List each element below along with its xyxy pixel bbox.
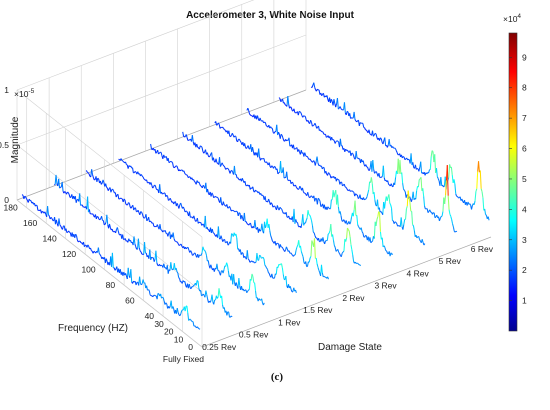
spectrum-trace: [21, 194, 201, 330]
damage-state-tick-label: 0.25 Rev: [202, 342, 237, 352]
colorbar-tick-label: 5: [522, 174, 527, 184]
damage-state-tick-label: 3 Rev: [374, 281, 397, 291]
frequency-tick-label: 40: [145, 311, 155, 321]
spectrum-trace: [85, 169, 265, 306]
frequency-tick-label: 10: [174, 334, 184, 344]
spectrum-trace: [182, 131, 362, 267]
z-tick-label: 1: [4, 85, 9, 95]
colorbar-tick-labels: 1 2 3 4 5 6 7 8 9: [509, 52, 527, 306]
frequency-tick-label: 100: [81, 265, 95, 275]
frequency-tick-label: 120: [62, 249, 76, 259]
colorbar-tick-label: 1: [522, 296, 527, 306]
spectrum-trace: [150, 143, 329, 280]
damage-state-tick-label: 1.5 Rev: [303, 305, 333, 315]
spectrum-trace: [246, 107, 426, 246]
colorbar-tick-label: 6: [522, 144, 527, 154]
spectrum-trace: [310, 82, 490, 221]
damage-state-tick-label: 0.5 Rev: [239, 330, 269, 340]
colorbar-tick-label: 9: [522, 52, 527, 62]
frequency-tick-label: 140: [42, 234, 56, 244]
colorbar: [508, 32, 518, 332]
x-axis-label: Damage State: [318, 342, 382, 353]
frequency-tick-label: 180: [4, 203, 18, 213]
colorbar-tick-label: 8: [522, 83, 527, 93]
spectrum-trace: [118, 158, 297, 293]
frequency-tick-label: 160: [23, 218, 37, 228]
damage-state-tick-label: 6 Rev: [471, 244, 494, 254]
spectrum-trace: [278, 96, 458, 233]
chart-title: Accelerometer 3, White Noise Input: [186, 10, 354, 21]
z-exponent-label: ×10-5: [14, 88, 35, 99]
z-axis-label: Magnitude: [10, 116, 21, 163]
figure-caption: (c): [271, 371, 284, 383]
y-axis-label: Frequency (HZ): [58, 323, 128, 334]
damage-state-tick-label: 4 Rev: [407, 268, 430, 278]
z-tick-labels: 00.51: [0, 85, 9, 205]
damage-state-tick-label: 1 Rev: [278, 317, 301, 327]
frequency-tick-label: 30: [154, 319, 164, 329]
frequency-tick-label: 60: [125, 296, 135, 306]
spectrum-trace: [214, 121, 394, 257]
frequency-tick-label: 20: [164, 327, 174, 337]
frequency-tick-label: 80: [106, 280, 116, 290]
colorbar-tick-label: 4: [522, 204, 527, 214]
colorbar-tick-label: 3: [522, 235, 527, 245]
frequency-tick-label: 0: [188, 342, 193, 352]
damage-state-tick-label: 2 Rev: [342, 293, 365, 303]
colorbar-tick-label: 7: [522, 113, 527, 123]
colorbar-exponent: ×104: [503, 13, 521, 24]
colorbar-tick-label: 2: [522, 265, 527, 275]
spectrum-trace: [54, 174, 233, 318]
damage-state-tick-label: 5 Rev: [439, 256, 462, 266]
spectra-traces: [21, 82, 490, 330]
z-tick-label: 0: [4, 195, 9, 205]
damage-state-tick-label: Fully Fixed: [163, 354, 204, 364]
side-grid: [16, 89, 203, 348]
z-tick-label: 0.5: [0, 140, 9, 150]
